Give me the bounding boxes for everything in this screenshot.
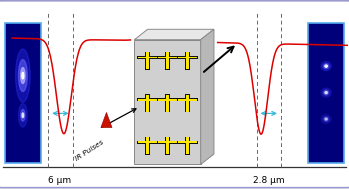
- Ellipse shape: [323, 117, 329, 122]
- Bar: [138, 141, 157, 143]
- Bar: [145, 94, 150, 112]
- Bar: [178, 57, 197, 58]
- Bar: [165, 52, 170, 70]
- Bar: [5, 23, 41, 163]
- Text: 2.8 μm: 2.8 μm: [253, 176, 284, 185]
- Bar: [145, 52, 150, 70]
- Bar: [178, 99, 197, 101]
- Bar: [158, 57, 177, 58]
- Ellipse shape: [323, 64, 329, 69]
- Bar: [157, 141, 178, 144]
- Bar: [158, 99, 177, 101]
- Bar: [138, 99, 157, 101]
- Bar: [145, 137, 150, 155]
- Polygon shape: [134, 29, 214, 40]
- Ellipse shape: [21, 109, 25, 121]
- Ellipse shape: [321, 62, 331, 71]
- Ellipse shape: [21, 68, 25, 84]
- Ellipse shape: [18, 104, 27, 127]
- Bar: [186, 137, 189, 154]
- Bar: [165, 137, 170, 155]
- Bar: [177, 56, 198, 59]
- Bar: [134, 40, 201, 164]
- Bar: [308, 23, 344, 163]
- Bar: [166, 52, 169, 69]
- Ellipse shape: [325, 65, 327, 67]
- Bar: [185, 94, 190, 112]
- Text: 6 μm: 6 μm: [49, 176, 72, 185]
- Bar: [178, 141, 197, 143]
- Bar: [177, 141, 198, 144]
- Bar: [137, 141, 158, 144]
- Bar: [146, 137, 149, 154]
- Ellipse shape: [321, 88, 331, 97]
- Bar: [137, 98, 158, 101]
- Bar: [137, 56, 158, 59]
- Bar: [157, 98, 178, 101]
- Ellipse shape: [325, 118, 327, 120]
- Ellipse shape: [325, 91, 327, 94]
- Bar: [138, 57, 157, 58]
- Bar: [165, 94, 170, 112]
- Bar: [157, 56, 178, 59]
- Bar: [146, 52, 149, 69]
- Bar: [185, 52, 190, 70]
- Ellipse shape: [15, 49, 30, 102]
- Polygon shape: [101, 112, 112, 128]
- Ellipse shape: [22, 72, 24, 79]
- Bar: [186, 95, 189, 112]
- Text: IR Pulses: IR Pulses: [74, 139, 104, 162]
- Ellipse shape: [22, 113, 24, 118]
- Ellipse shape: [321, 115, 331, 124]
- Bar: [177, 98, 198, 101]
- Bar: [185, 137, 190, 155]
- Polygon shape: [201, 29, 214, 164]
- Bar: [166, 137, 169, 154]
- Bar: [158, 141, 177, 143]
- Bar: [186, 52, 189, 69]
- Bar: [166, 95, 169, 112]
- Bar: [146, 95, 149, 112]
- Ellipse shape: [18, 60, 27, 91]
- Ellipse shape: [323, 90, 329, 95]
